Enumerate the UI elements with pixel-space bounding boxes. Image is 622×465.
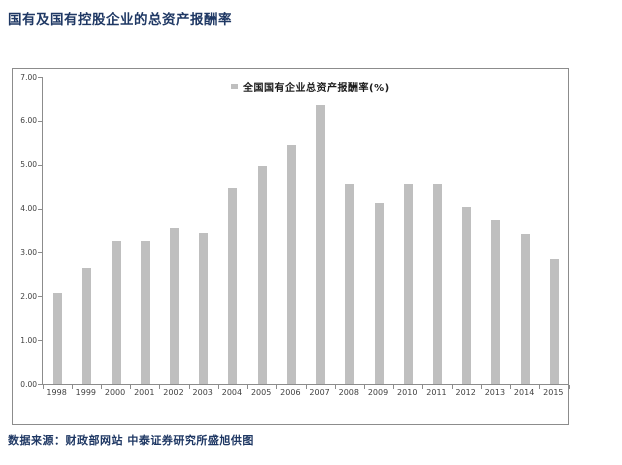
x-axis-tick — [247, 385, 249, 389]
x-axis-tick — [510, 385, 512, 389]
bar-cell — [101, 77, 130, 384]
bar-cell — [364, 77, 393, 384]
x-axis-tick — [422, 385, 424, 389]
x-axis-tick — [305, 385, 307, 389]
x-axis-tick — [568, 385, 570, 389]
x-tick-label: 2000 — [104, 388, 126, 397]
x-tick-label: 2015 — [543, 388, 564, 397]
x-tick-label: 2004 — [221, 388, 243, 397]
y-axis-tick — [38, 120, 42, 122]
bar-2015 — [549, 258, 559, 384]
x-axis-tick — [363, 385, 365, 389]
x-axis-tick — [276, 385, 278, 389]
bar-2007 — [316, 104, 326, 384]
bar-2008 — [345, 184, 355, 384]
y-tick-label: 7.00 — [20, 72, 37, 82]
legend-marker-icon — [231, 84, 238, 89]
x-axis-tick — [130, 385, 132, 389]
x-tick-label: 2010 — [397, 388, 418, 397]
y-axis-tick — [38, 252, 42, 254]
y-tick-label: 1.00 — [20, 335, 37, 345]
chart-container: 全国国有企业总资产报酬率(%) 1998 1999 2000 2001 2002 2003… — [12, 68, 570, 425]
bar-2003 — [199, 232, 209, 384]
bar-2001 — [140, 241, 150, 384]
x-axis-tick — [100, 385, 102, 389]
bar-cell — [43, 77, 72, 384]
y-tick-label: 0.00 — [20, 379, 37, 389]
x-axis-tick — [451, 385, 453, 389]
plot-area — [42, 77, 570, 389]
x-tick-label: 2009 — [367, 388, 389, 397]
y-tick-label: 4.00 — [20, 204, 37, 214]
x-axis-tick — [217, 385, 219, 389]
bar-cell — [394, 77, 423, 384]
y-axis-tick — [38, 340, 42, 342]
bar-cell — [335, 77, 364, 384]
bar-cell — [160, 77, 189, 384]
bar-cell — [277, 77, 306, 384]
x-axis-labels: 1998 1999 2000 2001 2002 2003 2004 2005 2006 2007… — [42, 388, 568, 397]
bar-1998 — [53, 292, 63, 384]
x-tick-label: 2014 — [513, 388, 535, 397]
y-axis-tick — [38, 208, 42, 210]
x-axis-tick — [159, 385, 161, 389]
x-tick-label: 2007 — [309, 388, 330, 397]
bar-cell — [481, 77, 510, 384]
x-axis-tick — [334, 385, 336, 389]
x-tick-label: 2008 — [338, 388, 359, 397]
bar-2014 — [520, 233, 530, 384]
bar-2005 — [257, 166, 267, 384]
y-tick-label: 2.00 — [20, 291, 37, 301]
bar-cell — [218, 77, 247, 384]
x-axis-tick — [393, 385, 395, 389]
bar-cell — [423, 77, 452, 384]
bar-cell — [72, 77, 101, 384]
bar-2013 — [491, 219, 501, 384]
bar-cell — [452, 77, 481, 384]
bar-cell — [306, 77, 335, 384]
bar-2004 — [228, 188, 238, 384]
bar-2012 — [462, 206, 472, 384]
x-tick-label: 2002 — [163, 388, 184, 397]
bar-1999 — [82, 267, 92, 384]
x-tick-label: 2003 — [192, 388, 213, 397]
x-axis-tick — [42, 385, 44, 389]
y-tick-label: 5.00 — [20, 160, 37, 170]
bars-row — [43, 77, 569, 384]
bar-2011 — [432, 184, 442, 384]
chart-legend: 全国国有企业总资产报酬率(%) — [231, 79, 390, 94]
x-tick-label: 2001 — [134, 388, 155, 397]
x-tick-label: 2013 — [484, 388, 506, 397]
x-tick-label: 2011 — [426, 388, 447, 397]
bar-cell — [189, 77, 218, 384]
source-note: 数据来源：财政部网站 中泰证券研究所盛旭供图 — [8, 434, 254, 447]
x-tick-label: 2012 — [455, 388, 476, 397]
bar-cell — [131, 77, 160, 384]
page-title: 国有及国有控股企业的总资产报酬率 — [8, 12, 232, 28]
y-axis-tick — [38, 384, 42, 385]
y-axis-tick — [38, 77, 42, 78]
x-tick-label: 1999 — [75, 388, 96, 397]
x-tick-label: 2006 — [280, 388, 301, 397]
legend-label: 全国国有企业总资产报酬率(%) — [243, 83, 390, 94]
x-axis-tick — [188, 385, 190, 389]
x-tick-label: 2005 — [250, 388, 272, 397]
bar-2006 — [286, 144, 296, 384]
x-axis-tick — [539, 385, 541, 389]
bar-cell — [540, 77, 569, 384]
bar-cell — [248, 77, 277, 384]
y-tick-label: 6.00 — [20, 116, 37, 126]
y-tick-label: 3.00 — [20, 247, 37, 257]
x-axis-tick — [480, 385, 482, 389]
bar-2009 — [374, 202, 384, 384]
x-axis-tick — [71, 385, 73, 389]
bar-2010 — [403, 184, 413, 384]
y-axis-tick — [38, 164, 42, 166]
bar-2000 — [111, 240, 121, 384]
bar-cell — [511, 77, 540, 384]
y-axis-tick — [38, 296, 42, 298]
x-tick-label: 1998 — [46, 388, 67, 397]
bar-2002 — [169, 228, 179, 384]
